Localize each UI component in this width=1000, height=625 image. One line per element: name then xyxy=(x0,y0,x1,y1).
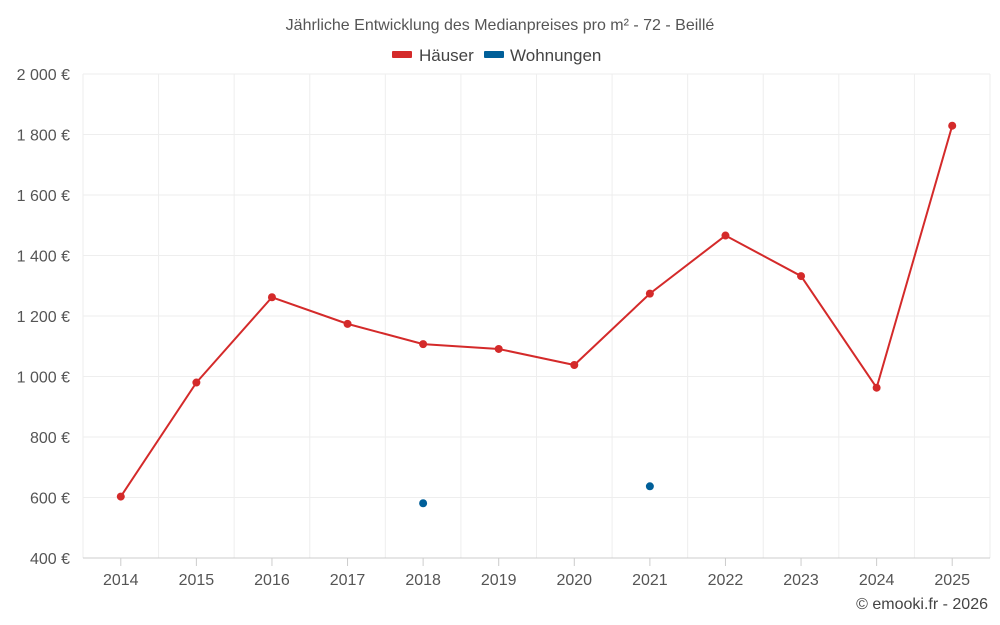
data-point-series-0[interactable] xyxy=(192,378,201,387)
x-tick-label: 2019 xyxy=(481,572,517,589)
y-tick-label: 800 € xyxy=(30,430,70,447)
data-point-series-0[interactable] xyxy=(494,344,503,353)
series xyxy=(116,121,957,508)
data-point-series-0[interactable] xyxy=(343,319,352,328)
data-point-series-0[interactable] xyxy=(948,121,957,130)
y-tick-label: 1 400 € xyxy=(17,249,70,266)
x-tick-label: 2022 xyxy=(708,572,744,589)
data-point-series-0[interactable] xyxy=(570,361,579,370)
y-tick-label: 2 000 € xyxy=(17,67,70,84)
data-point-series-0[interactable] xyxy=(116,492,125,501)
x-tick-label: 2015 xyxy=(179,572,215,589)
series-line-0 xyxy=(119,125,954,498)
x-tick-label: 2024 xyxy=(859,572,895,589)
data-point-series-0[interactable] xyxy=(721,231,730,240)
x-tick-label: 2020 xyxy=(556,572,592,589)
y-tick-label: 1 000 € xyxy=(17,370,70,387)
x-tick-label: 2025 xyxy=(934,572,970,589)
legend-swatch-wohnungen xyxy=(484,51,504,58)
legend-item-wohnungen[interactable]: Wohnungen xyxy=(484,46,601,65)
x-tick-label: 2018 xyxy=(405,572,441,589)
data-point-series-0[interactable] xyxy=(645,289,654,298)
data-point-series-1[interactable] xyxy=(419,499,428,508)
x-tick-label: 2017 xyxy=(330,572,366,589)
data-point-series-0[interactable] xyxy=(872,383,881,392)
x-tick-label: 2023 xyxy=(783,572,819,589)
chart-title: Jährliche Entwicklung des Medianpreises … xyxy=(286,17,715,34)
x-tick-label: 2016 xyxy=(254,572,290,589)
x-axis: 2014 2015 2016 2017 2018 2019 2020 2021 2022 2023… xyxy=(83,557,990,589)
data-point-series-0[interactable] xyxy=(797,272,806,281)
legend: Häuser Wohnungen xyxy=(392,46,601,65)
data-point-series-0[interactable] xyxy=(267,293,276,302)
legend-label-haeuser: Häuser xyxy=(419,46,474,65)
y-axis: 400 € 600 € 800 € 1 000 € 1 200 € 1 400 € 1 60… xyxy=(17,67,70,568)
x-tick-label: 2014 xyxy=(103,572,139,589)
y-tick-label: 1 200 € xyxy=(17,309,70,326)
legend-item-haeuser[interactable]: Häuser xyxy=(392,46,474,65)
y-tick-label: 600 € xyxy=(30,491,70,508)
data-point-series-1[interactable] xyxy=(645,482,654,491)
legend-label-wohnungen: Wohnungen xyxy=(510,46,601,65)
data-point-series-0[interactable] xyxy=(419,340,428,349)
y-tick-label: 400 € xyxy=(30,551,70,568)
y-tick-label: 1 800 € xyxy=(17,128,70,145)
credit-text: © emooki.fr - 2026 xyxy=(856,596,988,613)
y-tick-label: 1 600 € xyxy=(17,188,70,205)
grid xyxy=(82,73,991,558)
x-tick-label: 2021 xyxy=(632,572,668,589)
legend-swatch-haeuser xyxy=(392,51,412,58)
